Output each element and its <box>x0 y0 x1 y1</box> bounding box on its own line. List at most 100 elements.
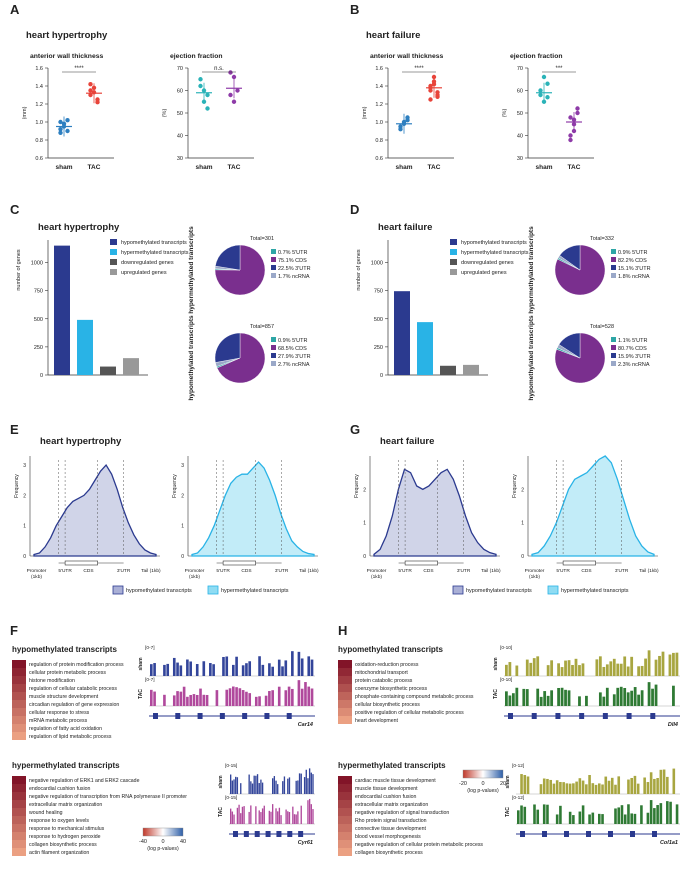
track-bar <box>166 663 170 676</box>
track-bar <box>559 805 562 824</box>
region-label: 5'UTR <box>58 568 72 574</box>
track-bar <box>578 778 582 794</box>
group-label: TAC <box>568 164 581 171</box>
track-bar <box>560 667 564 676</box>
track-bar <box>627 804 630 824</box>
track-bar <box>258 656 261 676</box>
exon <box>508 713 513 719</box>
go-term: wound healing <box>29 810 63 816</box>
exon <box>265 831 271 837</box>
track-bar <box>616 687 620 706</box>
legend-label: hypomethylated transcripts <box>126 588 192 594</box>
track-bar <box>517 810 520 824</box>
track-bar <box>305 769 307 794</box>
track-bar <box>539 696 543 706</box>
track-bar <box>284 690 288 706</box>
pie-slice <box>558 332 581 359</box>
track-bar <box>585 695 588 706</box>
track-bar <box>591 812 595 824</box>
exon <box>520 831 525 837</box>
track-bar <box>230 808 232 824</box>
track-bar <box>636 783 640 794</box>
track-bar <box>640 690 644 706</box>
track-bar <box>575 781 578 794</box>
data-point <box>205 106 210 111</box>
go-term: regulation of cellular catabolic process <box>29 686 117 692</box>
track-bar <box>605 664 609 676</box>
go-term: collagen biosynthetic process <box>355 850 423 856</box>
region-label: 3'UTR <box>457 568 471 574</box>
colorbar-min: -20 <box>459 781 467 787</box>
gene-name: Dll4 <box>668 722 678 728</box>
y-tick-label: 0.6 <box>375 156 383 162</box>
region-label: (1kb) <box>529 574 540 580</box>
y-tick-label: 1.4 <box>375 84 383 90</box>
y-tick-label: 1.4 <box>35 84 43 90</box>
track-bar <box>619 686 623 706</box>
track-bar <box>520 805 523 824</box>
y-tick-label: 0.6 <box>35 156 43 162</box>
track-bar <box>651 688 654 706</box>
legend-label: hypomethylated transcripts <box>461 240 527 246</box>
track-bar <box>291 688 294 706</box>
track-range: [0-15] <box>225 795 237 801</box>
exon <box>264 713 270 719</box>
go-heat-cell <box>12 784 26 792</box>
track-bar <box>176 691 179 706</box>
y-tick-label: 70 <box>517 66 523 72</box>
track-bar <box>567 660 571 676</box>
track-bar <box>637 666 641 676</box>
track-bar <box>310 688 314 706</box>
pie-slice <box>214 244 266 296</box>
y-axis-label: Frequency <box>172 474 178 498</box>
go-term: negative regulation of transcription fro… <box>29 794 187 800</box>
go-heat-cell <box>12 816 26 824</box>
data-point <box>228 70 233 75</box>
track-row-label: TAC <box>505 807 511 817</box>
track-bar <box>602 666 606 676</box>
y-axis-unit: (%) <box>502 109 508 118</box>
colorbar-mid: 0 <box>161 839 164 845</box>
track-bar <box>610 777 614 794</box>
track-bar <box>182 686 186 706</box>
group-label: sham <box>196 164 213 171</box>
y-tick-label: 0 <box>23 554 26 560</box>
go-heat-cell <box>338 848 352 856</box>
track-bar <box>623 687 627 706</box>
track-bar <box>298 773 301 794</box>
track-bar <box>646 782 650 794</box>
track-bar <box>653 778 656 794</box>
track-bar <box>564 660 567 676</box>
colorbar <box>142 827 184 837</box>
data-point <box>58 119 63 125</box>
track-bar <box>250 805 252 824</box>
pie-total: Total=332 <box>590 236 614 242</box>
track-bar <box>256 774 259 794</box>
cds-box <box>404 560 438 566</box>
track-row-label: TAC <box>493 689 499 699</box>
gene-name: Col1a1 <box>660 840 678 846</box>
track-bar <box>578 811 582 824</box>
track-bar <box>640 665 644 676</box>
y-tick-label: 750 <box>374 289 383 295</box>
track-bar <box>258 783 260 794</box>
legend-label: hypomethylated transcripts <box>466 588 532 594</box>
track-bar <box>189 661 192 676</box>
pie-legend-label: 2.3% ncRNA <box>618 362 650 368</box>
track-bar <box>271 690 274 706</box>
track-bar <box>668 654 672 676</box>
track-bar <box>505 691 508 706</box>
y-tick-label: 0 <box>363 554 366 560</box>
region-label: CDS <box>83 568 93 574</box>
data-point <box>198 83 203 89</box>
track-bar <box>659 803 663 824</box>
go-heat-cell <box>12 724 26 732</box>
pie-legend-swatch <box>611 257 616 262</box>
track-bar <box>617 776 621 794</box>
track-bar <box>607 780 611 794</box>
go-term: cellular response to stress <box>29 710 90 716</box>
go-heat-cell <box>12 692 26 700</box>
legend-label: downregulated genes <box>461 260 514 266</box>
pie-side-label: hypermethylated transcripts <box>528 226 535 314</box>
pie-legend-label: 15.1% 3'UTR <box>618 266 651 272</box>
